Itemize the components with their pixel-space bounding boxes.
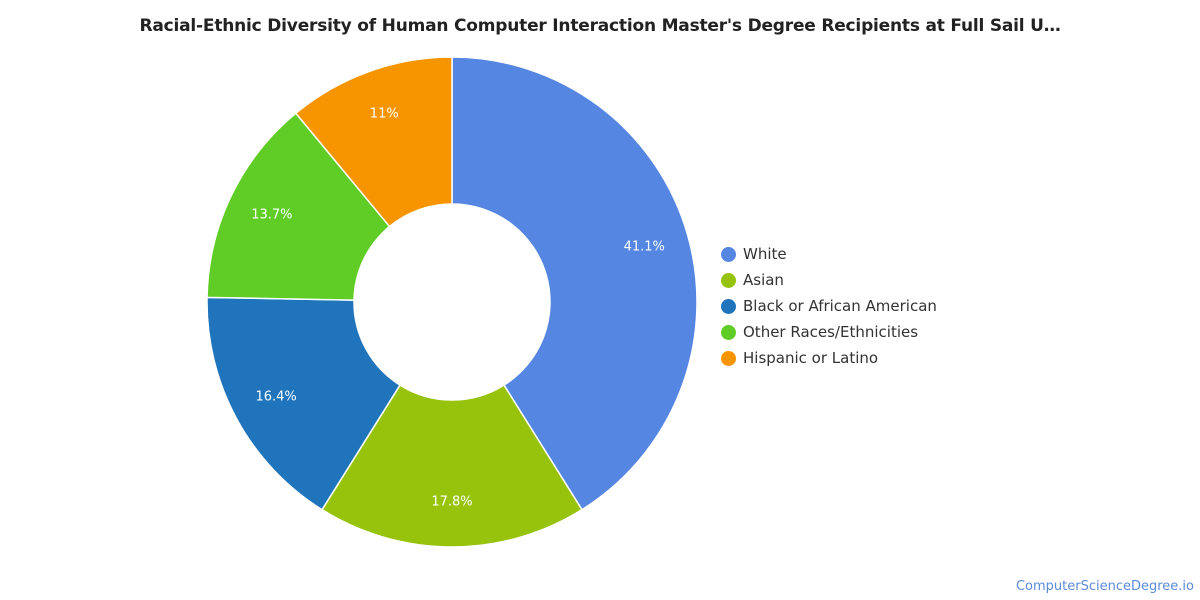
- legend-item-asian[interactable]: Asian: [721, 267, 937, 293]
- chart-legend: White Asian Black or African American Ot…: [721, 241, 937, 371]
- legend-item-white[interactable]: White: [721, 241, 937, 267]
- donut-slice-black-or-african-american[interactable]: [206, 296, 402, 511]
- legend-item-hispanic-or-latino[interactable]: Hispanic or Latino: [721, 345, 937, 371]
- donut-slice-white[interactable]: [451, 56, 698, 511]
- legend-swatch: [721, 272, 736, 288]
- chart-title: Racial-Ethnic Diversity of Human Compute…: [139, 16, 1061, 36]
- legend-label: Asian: [743, 271, 784, 289]
- legend-swatch: [721, 350, 736, 366]
- source-credit[interactable]: ComputerScienceDegree.io: [1015, 579, 1194, 594]
- legend-label: Hispanic or Latino: [743, 349, 879, 367]
- slice-value-label: 16.4%: [255, 390, 296, 405]
- donut-slice-other-races-ethnicities[interactable]: [206, 112, 391, 301]
- legend-swatch: [721, 298, 736, 314]
- slice-value-label: 11%: [370, 106, 399, 121]
- legend-label: Other Races/Ethnicities: [743, 323, 919, 341]
- legend-swatch: [721, 324, 736, 340]
- legend-item-black-or-african-american[interactable]: Black or African American: [721, 293, 937, 319]
- donut-slice-asian[interactable]: [320, 384, 584, 548]
- legend-item-other-races[interactable]: Other Races/Ethnicities: [721, 319, 937, 345]
- legend-label: White: [743, 245, 787, 263]
- legend-label: Black or African American: [743, 297, 937, 315]
- legend-swatch: [721, 246, 736, 262]
- slice-value-label: 13.7%: [251, 208, 292, 223]
- slice-value-label: 17.8%: [431, 495, 472, 510]
- donut-slice-hispanic-or-latino[interactable]: [294, 56, 453, 228]
- slice-value-label: 41.1%: [624, 239, 665, 254]
